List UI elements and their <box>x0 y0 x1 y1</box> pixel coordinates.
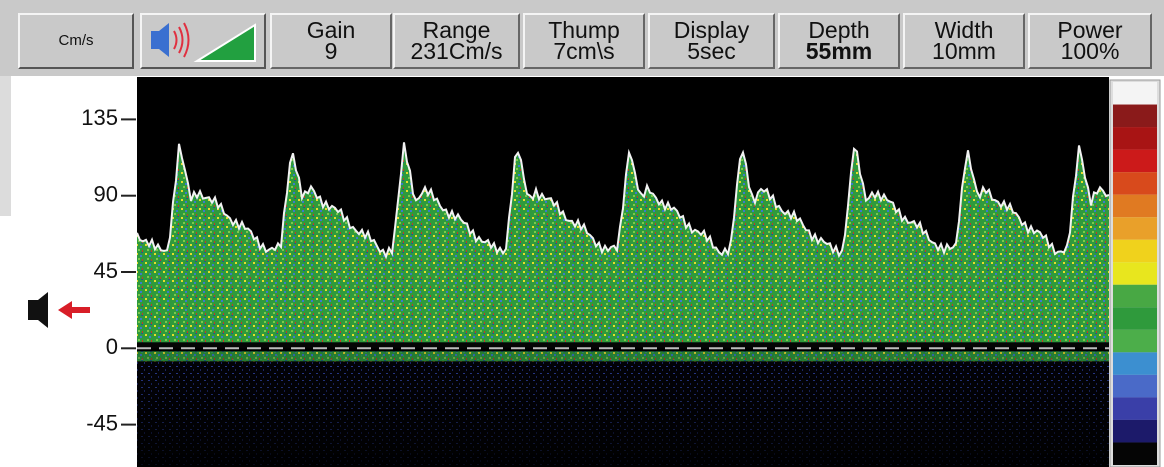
color-swatch <box>1113 172 1157 195</box>
color-swatch <box>1113 127 1157 150</box>
speaker-body <box>151 31 159 49</box>
sound-waves <box>174 23 189 57</box>
side-strip <box>0 76 11 216</box>
speaker-cone <box>159 23 169 57</box>
field-value: 9 <box>272 41 390 62</box>
volume-icon <box>142 15 264 67</box>
color-swatch <box>1113 307 1157 330</box>
y-tick-label: 0 <box>106 334 118 359</box>
color-swatch <box>1113 442 1157 465</box>
field-value: 10mm <box>905 41 1023 62</box>
color-swatch <box>1113 150 1157 173</box>
volume-ramp <box>197 25 255 61</box>
color-swatch <box>1113 397 1157 420</box>
volume-button[interactable] <box>140 13 266 69</box>
field-value: 100% <box>1030 41 1150 62</box>
y-tick-label: 135 <box>81 105 118 130</box>
reverse-fade <box>137 352 1109 467</box>
speaker-cone <box>38 292 48 328</box>
color-swatch <box>1113 285 1157 308</box>
color-swatch <box>1113 420 1157 443</box>
page: 135 90 45 0 -45 Cm/s Gain9Range231Cm/sThump7… <box>0 0 1164 467</box>
speaker-marker <box>28 292 90 328</box>
y-tick-label: 45 <box>94 258 118 283</box>
color-swatch <box>1113 375 1157 398</box>
color-scale <box>1110 80 1160 467</box>
color-swatch <box>1113 217 1157 240</box>
speaker-body <box>28 300 38 320</box>
low-band <box>137 351 1109 361</box>
field-value: 7cm\s <box>525 41 643 62</box>
y-tick-label: -45 <box>86 410 118 435</box>
field-value: 231Cm/s <box>395 41 518 62</box>
field-value: 5sec <box>650 41 773 62</box>
color-swatch <box>1113 240 1157 263</box>
color-swatch <box>1113 82 1157 105</box>
unit-button[interactable]: Cm/s <box>18 13 134 69</box>
color-swatch <box>1113 262 1157 285</box>
red-arrow <box>58 301 90 319</box>
color-swatch <box>1113 352 1157 375</box>
color-swatch <box>1113 330 1157 353</box>
color-swatch <box>1113 105 1157 128</box>
y-tick-label: 90 <box>94 182 118 207</box>
color-swatch <box>1113 195 1157 218</box>
field-value: 55mm <box>780 41 898 62</box>
